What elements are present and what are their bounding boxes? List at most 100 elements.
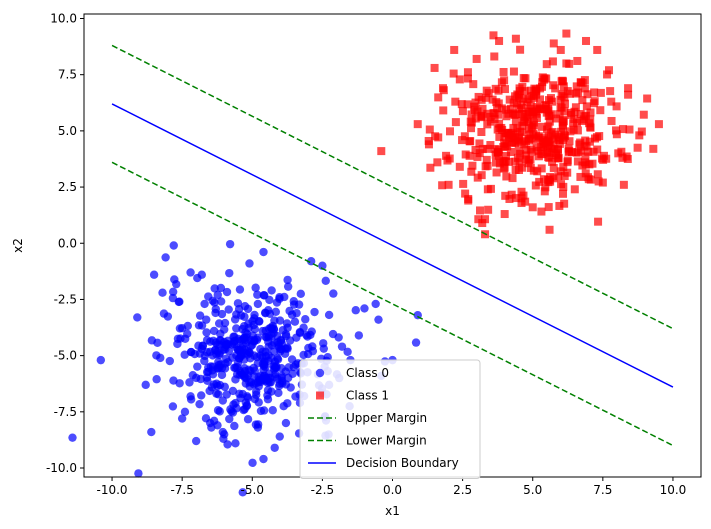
class1-point [532, 143, 541, 152]
class0-point [251, 420, 261, 429]
class1-point [584, 147, 593, 156]
class1-point [585, 137, 594, 146]
class0-point [281, 418, 291, 428]
legend-box [299, 359, 481, 479]
class1-point [546, 141, 555, 150]
class1-point [590, 88, 599, 97]
class0-point [147, 336, 157, 345]
class1-point [499, 164, 508, 173]
class1-point [511, 194, 520, 203]
class1-point [573, 157, 582, 166]
class1-point [526, 145, 535, 154]
class1-point [544, 122, 553, 131]
class1-point [482, 155, 491, 164]
class0-point [301, 315, 310, 324]
y-axis-ticks: -10.0 -7.5 -5.0 -2.5 0.0 2.5 5.0 7.5 10.0 [46, 11, 84, 475]
class1-point [586, 122, 595, 131]
class1-point [505, 95, 514, 104]
class1-point [519, 117, 528, 126]
class0-point [411, 338, 421, 347]
class1-point [612, 102, 621, 111]
class1-point [623, 154, 632, 163]
class1-point [607, 97, 616, 106]
class0-point [267, 387, 276, 396]
legend-items: Class 0 Class 1 Upper Margin Lower Margin De… [308, 366, 459, 470]
class1-point [649, 144, 658, 153]
class0-point [241, 398, 251, 407]
class0-point [218, 427, 228, 437]
class0-point [235, 366, 244, 375]
class0-point [228, 386, 238, 396]
class0-point [256, 406, 266, 416]
class1-point [639, 110, 648, 119]
class0-point [217, 370, 227, 380]
class0-point [175, 324, 185, 333]
class0-point [303, 332, 312, 341]
class0-point [264, 333, 273, 342]
class0-point [175, 379, 184, 388]
class1-point [521, 151, 530, 160]
class1-point [572, 82, 581, 91]
class1-point [594, 177, 603, 186]
class1-point [493, 103, 502, 112]
class0-point [272, 298, 282, 307]
class1-point [508, 134, 517, 143]
class0-point [230, 336, 240, 345]
class1-point [594, 217, 603, 226]
class1-point [508, 174, 517, 183]
legend: Class 0 Class 1 Upper Margin Lower Margin De… [299, 359, 481, 479]
class1-point [624, 84, 633, 93]
class1-point [528, 203, 537, 212]
class1-point [549, 39, 558, 48]
class1-point [566, 127, 575, 136]
class1-point [495, 132, 504, 141]
class0-point [239, 355, 249, 364]
class1-point [514, 165, 523, 174]
class0-point [274, 388, 283, 398]
class1-point [450, 45, 459, 54]
class1-point [521, 74, 530, 83]
class1-point [606, 87, 615, 96]
class0-point [243, 415, 253, 424]
class1-point [548, 157, 557, 166]
class1-point [458, 107, 467, 116]
class1-point [467, 167, 476, 176]
class1-point [516, 149, 525, 158]
class1-point [619, 125, 628, 134]
class1-point [477, 127, 486, 136]
class0-point [267, 324, 277, 333]
class1-point [524, 159, 533, 168]
class1-point [586, 115, 595, 124]
class0-point [208, 370, 218, 379]
class1-point [532, 86, 541, 95]
class1-point [424, 136, 433, 145]
class1-point [451, 97, 460, 106]
class0-point [213, 347, 222, 356]
class1-point [586, 175, 595, 184]
class0-point [159, 309, 169, 318]
class1-point [554, 154, 563, 163]
class1-point [612, 126, 621, 135]
class1-point [463, 74, 472, 83]
class0-point [149, 270, 159, 279]
class1-point [560, 99, 569, 108]
class0-point [211, 304, 221, 314]
class1-point [548, 127, 557, 136]
class0-point [274, 342, 284, 352]
class0-point [261, 352, 271, 361]
class0-point [222, 287, 232, 297]
class1-point [518, 82, 527, 91]
class0-point [215, 407, 224, 416]
class1-point [461, 189, 470, 198]
class1-point [637, 127, 646, 136]
class0-point [180, 350, 189, 359]
class1-point [490, 52, 499, 61]
class0-point [275, 432, 284, 441]
class0-point [201, 414, 211, 423]
class1-point [491, 84, 500, 93]
class1-point [521, 136, 530, 145]
class1-point [618, 153, 627, 162]
class1-point [509, 123, 518, 132]
class0-point [168, 402, 178, 411]
